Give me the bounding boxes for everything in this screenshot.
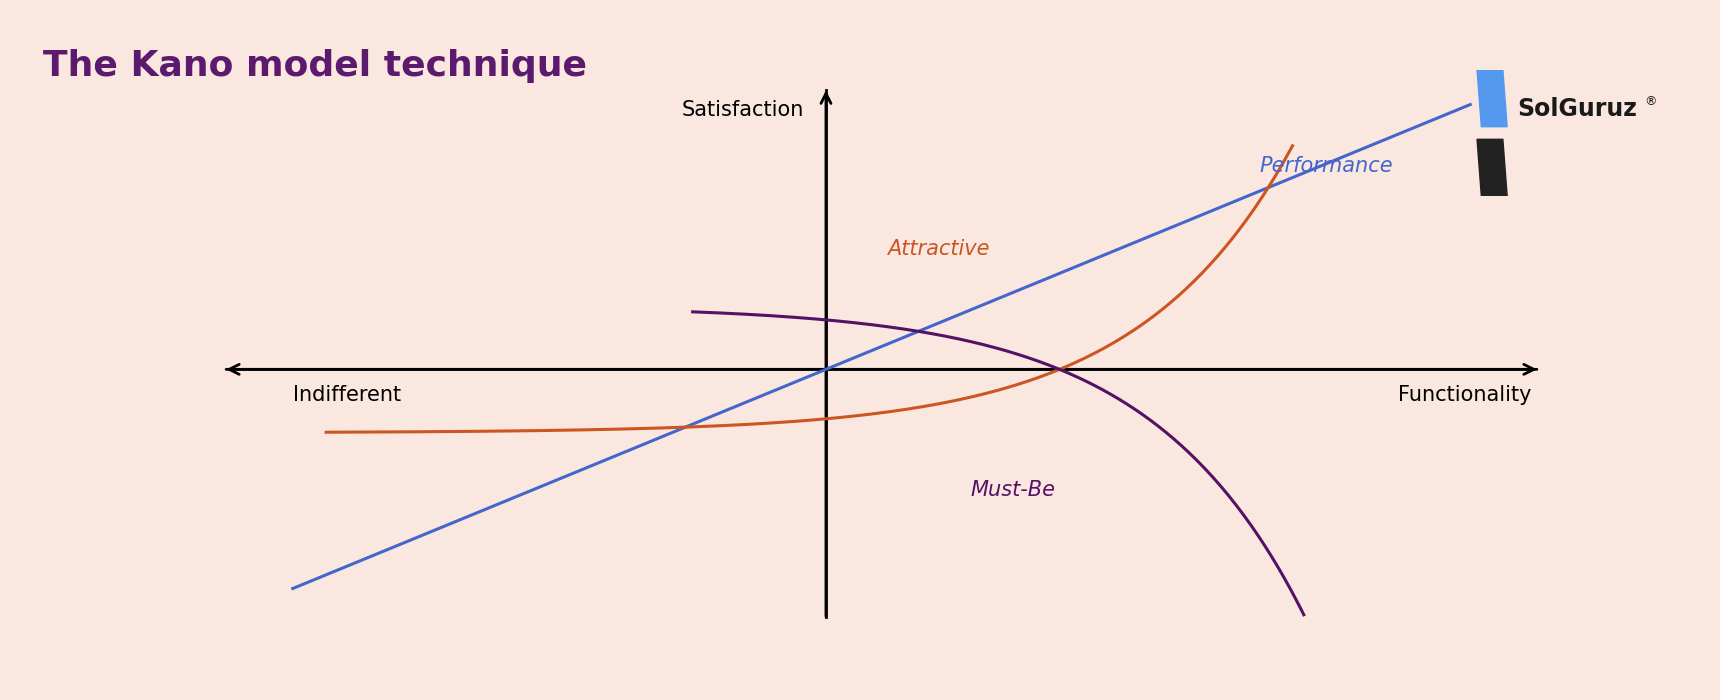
Text: Indifferent: Indifferent [292,385,401,405]
Polygon shape [1477,70,1507,127]
Text: SolGuruz: SolGuruz [1517,97,1637,120]
Text: Satisfaction: Satisfaction [681,100,803,120]
Text: ®: ® [1644,95,1656,108]
Text: Must-Be: Must-Be [970,480,1056,500]
Text: Functionality: Functionality [1398,385,1531,405]
Text: Attractive: Attractive [888,239,989,259]
Polygon shape [1477,139,1507,196]
Text: Performance: Performance [1259,156,1393,176]
Text: The Kano model technique: The Kano model technique [43,49,587,83]
